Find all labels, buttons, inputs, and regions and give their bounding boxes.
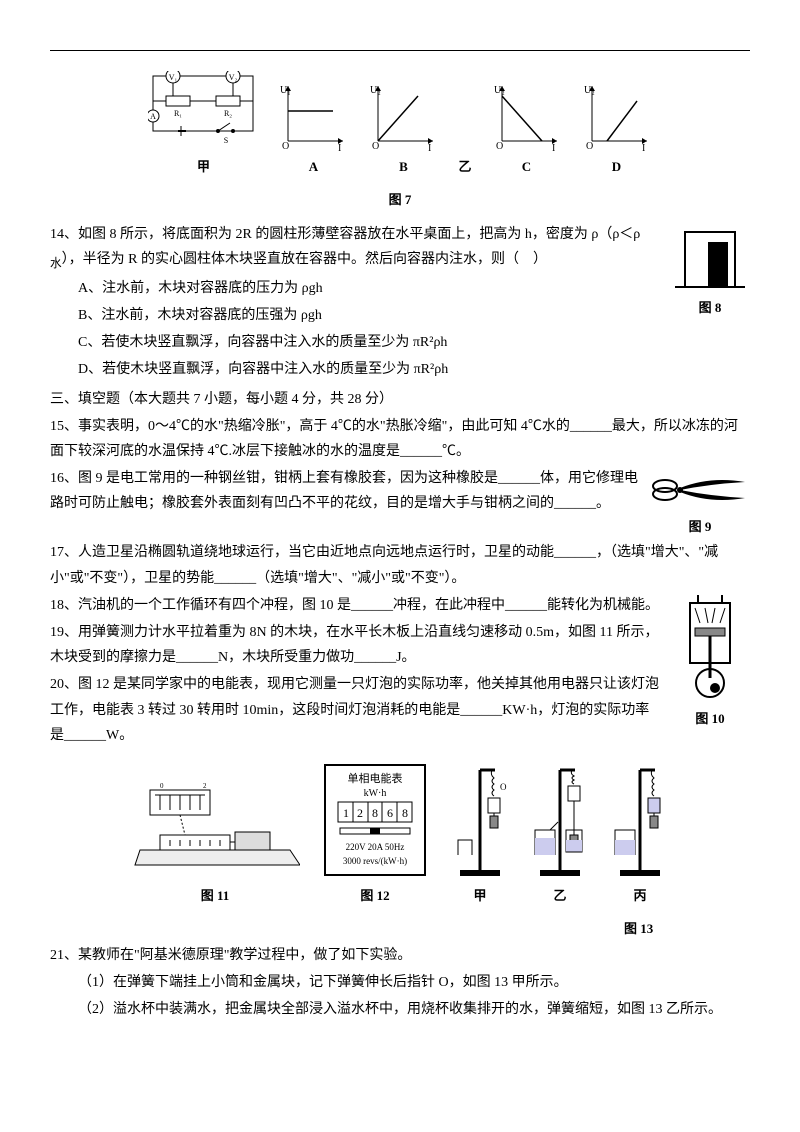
fig13-bing-label: 丙 (633, 884, 646, 907)
figure-12: 单相电能表 kW·h 1 2 8 6 8 220V 20A 50Hz 3000 … (320, 760, 430, 907)
fig13-yi-label: 乙 (553, 884, 566, 907)
q16-text: 16、图 9 是电工常用的一种钢丝钳，钳柄上套有橡胶套，因为这种橡胶是_____… (50, 466, 750, 516)
figure-12-label: 图 12 (360, 884, 389, 907)
svg-text:U₂: U₂ (584, 85, 595, 96)
svg-text:U₂: U₂ (370, 85, 381, 96)
svg-text:I: I (338, 143, 341, 151)
svg-text:A: A (151, 112, 157, 121)
q14-opt-d: D、若使木块竖直飘浮，向容器中注入水的质量至少为 πR²ρh (50, 357, 750, 382)
svg-text:8: 8 (402, 806, 408, 820)
figure-9: 图 9 (650, 466, 750, 538)
svg-text:2: 2 (357, 806, 363, 820)
q21-step2: （2）溢水杯中装满水，把金属块全部浸入溢水杯中，用烧杯收集排开的水，弹簧缩短，如… (50, 997, 750, 1022)
q18-text: 18、汽油机的一个工作循环有四个冲程，图 10 是______冲程，在此冲程中_… (50, 593, 750, 618)
q21-step1: （1）在弹簧下端挂上小筒和金属块，记下弹簧伸长后指针 O，如图 13 甲所示。 (50, 970, 750, 995)
figure-7-row: V₁ V₂ R₁ R₂ A S 甲 (50, 71, 750, 178)
q17-text: 17、人造卫星沿椭圆轨道绕地球运行，当它由近地点向远地点运行时，卫星的动能___… (50, 540, 750, 590)
graph-b-label: B (399, 155, 408, 178)
figure-10: 图 10 (670, 593, 750, 730)
figure-11-label: 图 11 (201, 884, 230, 907)
svg-text:U₁: U₁ (280, 85, 291, 96)
svg-text:I: I (428, 143, 431, 151)
svg-text:I: I (642, 143, 645, 151)
q14-opt-b: B、注水前，木块对容器底的压强为 ρgh (50, 303, 750, 328)
svg-text:O: O (496, 141, 503, 151)
q15-text: 15、事实表明，0～4℃的水"热缩冷胀"，高于 4℃的水"热胀冷缩"，由此可知 … (50, 414, 750, 464)
figure-11: 0 2 图 11 (130, 770, 300, 907)
q14-p1: 14、如图 8 所示，将底面积为 2R 的圆柱形薄壁容器放在水平桌面上，把高为 … (50, 227, 640, 242)
svg-text:3000 revs/(kW·h): 3000 revs/(kW·h) (343, 856, 407, 866)
graph-c-label: C (522, 155, 531, 178)
figure-8: 图 8 (670, 222, 750, 319)
svg-text:O: O (586, 141, 593, 151)
svg-text:U₂: U₂ (494, 85, 505, 96)
graph-d: U₂ I O D (582, 81, 652, 178)
q14-opt-a: A、注水前，木块对容器底的压力为 ρgh (50, 276, 750, 301)
graph-b: U₂ I O B (368, 81, 438, 178)
svg-text:kW·h: kW·h (364, 788, 387, 799)
q14-opt-c: C、若使木块竖直飘浮，向容器中注入水的质量至少为 πR²ρh (50, 330, 750, 355)
section-3-heading: 三、填空题（本大题共 7 小题，每小题 4 分，共 28 分） (50, 387, 750, 412)
fig13-jia-label: 甲 (473, 884, 486, 907)
svg-text:V₂: V₂ (229, 73, 238, 82)
circuit-label: 甲 (197, 155, 210, 178)
graph-c: U₂ I O C (492, 81, 562, 178)
q14-sub: 水 (50, 257, 62, 270)
svg-text:1: 1 (343, 806, 349, 820)
svg-text:O: O (500, 782, 507, 792)
figure-9-label: 图 9 (650, 515, 750, 538)
svg-text:R₁: R₁ (174, 109, 182, 118)
svg-text:0: 0 (160, 782, 164, 790)
figure-13-bing: 丙 (610, 760, 670, 907)
q21-intro: 21、某教师在"阿基米德原理"教学过程中，做了如下实验。 (50, 943, 750, 968)
svg-text:O: O (372, 141, 379, 151)
svg-text:R₂: R₂ (224, 109, 232, 118)
svg-text:8: 8 (372, 806, 378, 820)
svg-text:220V 20A 50Hz: 220V 20A 50Hz (346, 842, 405, 852)
q20-text: 20、图 12 是某同学家中的电能表，现用它测量一只灯泡的实际功率，他关掉其他用… (50, 672, 750, 748)
figure-13-label: 图 13 (624, 917, 653, 940)
q14-text: 14、如图 8 所示，将底面积为 2R 的圆柱形薄壁容器放在水平桌面上，把高为 … (50, 222, 750, 274)
figure-8-label: 图 8 (670, 296, 750, 319)
svg-text:I: I (552, 143, 555, 151)
figure-11-12-13-row: 0 2 图 11 单相电能表 kW·h 1 2 8 6 (50, 760, 750, 907)
figure-13-jia: O 甲 (450, 760, 510, 907)
svg-text:6: 6 (387, 806, 393, 820)
graph-d-label: D (612, 155, 621, 178)
q14-p2: ），半径为 R 的实心圆柱体木块竖直放在容器中。然后向容器内注水，则（ ） (62, 252, 547, 267)
figure-10-label: 图 10 (670, 707, 750, 730)
figure-7-caption: 图 7 (50, 188, 750, 211)
svg-text:2: 2 (203, 782, 207, 790)
svg-text:S: S (224, 136, 228, 145)
circuit-diagram: V₁ V₂ R₁ R₂ A S 甲 (148, 71, 258, 178)
graph-a: U₁ I O A (278, 81, 348, 178)
figure-13-yi: 乙 (530, 760, 590, 907)
svg-text:V₁: V₁ (169, 73, 178, 82)
between-label: 乙 (458, 155, 471, 178)
svg-text:O: O (282, 141, 289, 151)
svg-text:单相电能表: 单相电能表 (348, 771, 403, 785)
q19-text: 19、用弹簧测力计水平拉着重为 8N 的木块，在水平长木板上沿直线匀速移动 0.… (50, 620, 750, 670)
graph-a-label: A (309, 155, 318, 178)
